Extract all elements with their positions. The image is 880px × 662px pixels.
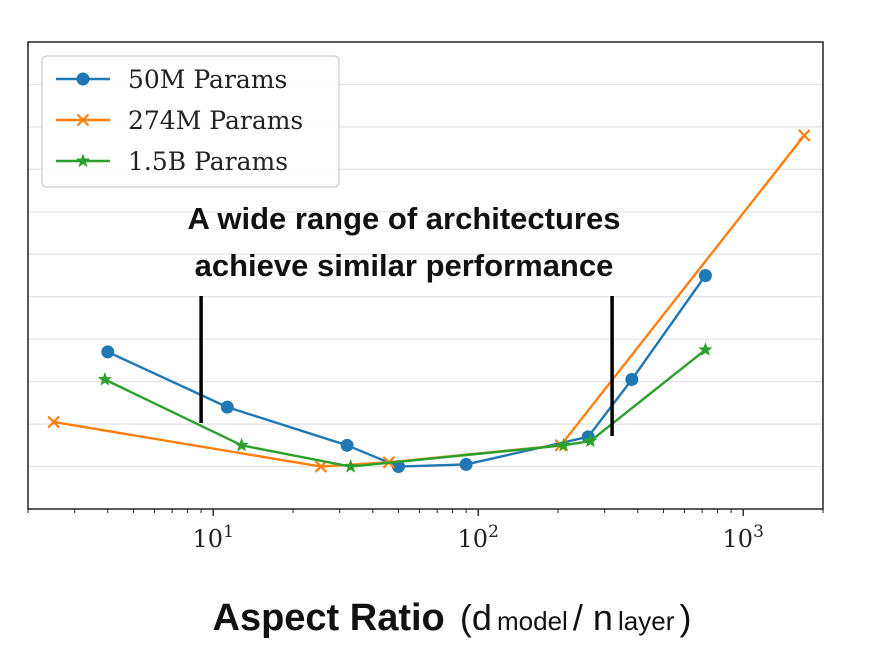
x-axis-label-bold: Aspect Ratio [213,597,445,639]
series-1 [101,269,712,474]
x-axis-ticks: 101 102 103 [27,509,824,553]
series-3 [97,342,713,473]
grid-lines [28,83,823,468]
x-axis-label-mid: / n [573,597,613,638]
x-tick-base: 10 [723,525,754,553]
x-axis-label-close: ) [679,597,691,638]
series-layer [47,129,811,474]
series-3-point [97,372,112,386]
x-axis-label-sub-model: model [497,606,568,636]
x-tick-exponent: 2 [488,522,499,542]
legend-item-3: 1.5B Params [56,147,288,176]
series-3-point [698,342,713,356]
legend-item-2: 274M Params [56,106,303,135]
annotation: A wide range of architectures achieve si… [188,201,621,436]
legend-label: 274M Params [128,106,303,135]
series-3-point [583,433,598,448]
x-tick-exponent: 1 [223,522,234,542]
plot-frame [27,41,824,510]
series-2-point [798,129,811,142]
series-1-point [101,345,115,359]
annotation-line-1: A wide range of architectures [188,201,621,236]
series-1-point [625,373,639,387]
legend-marker [76,72,90,86]
legend-marker [75,153,91,168]
series-2-point [314,460,328,473]
x-tick-base: 10 [193,525,224,553]
series-3-point [234,437,249,452]
legend-marker [76,113,90,127]
series-1-point [698,269,712,282]
legend-item-1: 50M Params [56,65,287,94]
x-axis-label-sub-layer: layer [618,606,675,636]
series-3-point [343,459,358,473]
x-tick-label: 101 [193,522,234,553]
legend-label: 50M Params [128,65,287,94]
annotation-line-2: achieve similar performance [195,248,614,283]
legend-label: 1.5B Params [128,147,288,176]
legend: 50M Params 274M Params 1.5B Params [41,55,340,188]
x-tick-label: 102 [458,522,499,553]
x-axis-label-open: (d [460,597,492,638]
legend-box [41,55,340,188]
series-3-line [104,348,707,468]
series-2-point [47,415,60,429]
series-1-point [220,400,234,414]
series-1-point [340,438,354,452]
x-axis-label: Aspect Ratio (d model / n layer ) [213,597,692,639]
series-3-point [556,437,571,452]
x-tick-base: 10 [458,525,489,553]
series-1-point [459,457,473,471]
x-tick-label: 103 [723,522,764,553]
x-tick-exponent: 3 [753,522,764,542]
series-1-line [107,274,707,468]
